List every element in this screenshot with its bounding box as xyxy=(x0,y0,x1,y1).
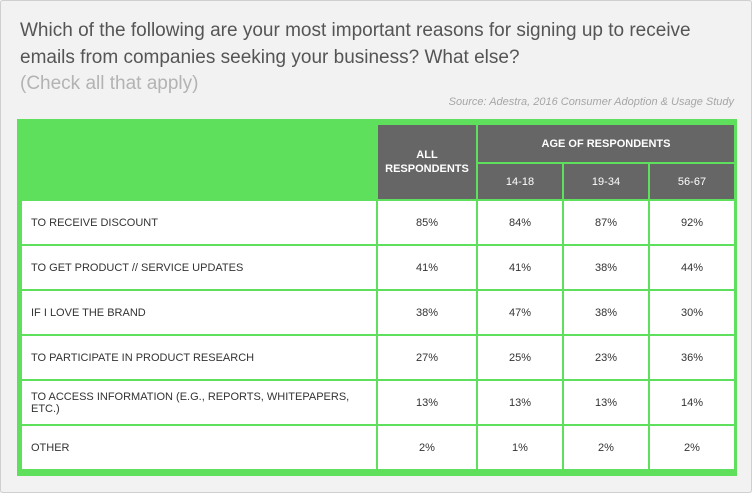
value-cell-age-56-67: 44% xyxy=(648,244,736,291)
row-label: TO PARTICIPATE IN PRODUCT RESEARCH xyxy=(20,334,378,381)
row-label: IF I LOVE THE BRAND xyxy=(20,289,378,336)
value-cell-age-14-18: 41% xyxy=(476,244,564,291)
source-note: Source: Adestra, 2016 Consumer Adoption … xyxy=(448,96,734,108)
value-cell-all: 41% xyxy=(376,244,478,291)
value-cell-age-56-67: 14% xyxy=(648,379,736,426)
table-body: TO RECEIVE DISCOUNT 85% 84% 87% 92% TO GET PR… xyxy=(20,199,736,471)
table-row: TO RECEIVE DISCOUNT 85% 84% 87% 92% xyxy=(20,199,736,246)
value-cell-age-19-34: 38% xyxy=(562,289,650,336)
row-label: TO ACCESS INFORMATION (E.G., REPORTS, WH… xyxy=(20,379,378,426)
value-cell-age-19-34: 23% xyxy=(562,334,650,381)
value-cell-age-19-34: 87% xyxy=(562,199,650,246)
question-text: Which of the following are your most imp… xyxy=(20,20,691,68)
value-cell-age-14-18: 1% xyxy=(476,424,564,471)
value-cell-age-19-34: 2% xyxy=(562,424,650,471)
header-age-group: AGE OF RESPONDENTS xyxy=(476,123,736,164)
results-table-container: ALL RESPONDENTS AGE OF RESPONDENTS 14-18… xyxy=(17,119,737,476)
table-row: TO ACCESS INFORMATION (E.G., REPORTS, WH… xyxy=(20,379,736,426)
header-age-19-34: 19-34 xyxy=(562,162,650,201)
instruction-text: (Check all that apply) xyxy=(20,73,199,94)
value-cell-age-56-67: 2% xyxy=(648,424,736,471)
row-label: TO RECEIVE DISCOUNT xyxy=(20,199,378,246)
value-cell-all: 27% xyxy=(376,334,478,381)
value-cell-all: 13% xyxy=(376,379,478,426)
row-label: OTHER xyxy=(20,424,378,471)
value-cell-age-56-67: 36% xyxy=(648,334,736,381)
value-cell-age-56-67: 92% xyxy=(648,199,736,246)
table-corner xyxy=(20,123,378,201)
header-age-56-67: 56-67 xyxy=(648,162,736,201)
value-cell-all: 38% xyxy=(376,289,478,336)
value-cell-age-14-18: 13% xyxy=(476,379,564,426)
value-cell-age-19-34: 38% xyxy=(562,244,650,291)
value-cell-age-19-34: 13% xyxy=(562,379,650,426)
row-label: TO GET PRODUCT // SERVICE UPDATES xyxy=(20,244,378,291)
value-cell-age-14-18: 84% xyxy=(476,199,564,246)
header-age-14-18: 14-18 xyxy=(476,162,564,201)
value-cell-all: 2% xyxy=(376,424,478,471)
table-row: IF I LOVE THE BRAND 38% 47% 38% 30% xyxy=(20,289,736,336)
value-cell-age-14-18: 47% xyxy=(476,289,564,336)
header-all-respondents: ALL RESPONDENTS xyxy=(376,123,478,201)
table-row: OTHER 2% 1% 2% 2% xyxy=(20,424,736,471)
value-cell-all: 85% xyxy=(376,199,478,246)
value-cell-age-14-18: 25% xyxy=(476,334,564,381)
table-row: TO GET PRODUCT // SERVICE UPDATES 41% 41% 3… xyxy=(20,244,736,291)
table-row: TO PARTICIPATE IN PRODUCT RESEARCH 27% 25%… xyxy=(20,334,736,381)
results-table: ALL RESPONDENTS AGE OF RESPONDENTS 14-18… xyxy=(20,123,736,471)
value-cell-age-56-67: 30% xyxy=(648,289,736,336)
